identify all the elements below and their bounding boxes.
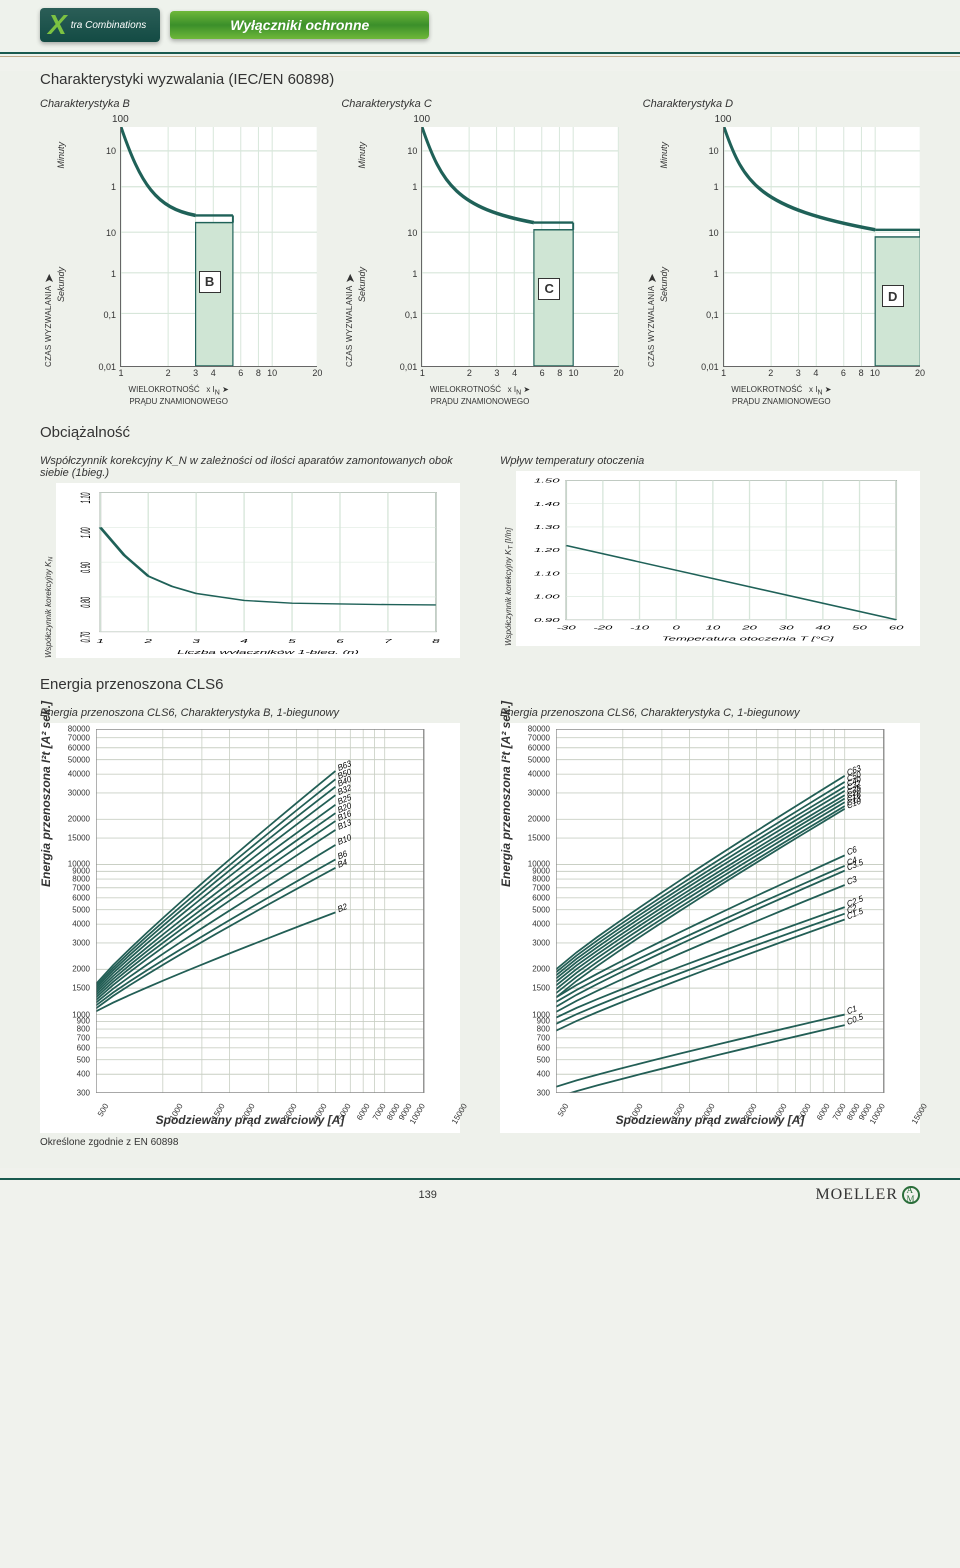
kt-chart: -30 -20 -10 0 10 20 30 40 50 60 0.90 1.00 1.10 1.20 1.… (516, 471, 920, 646)
trip-C-top100: 100 (413, 114, 618, 125)
trip-C-badge: C (538, 278, 560, 300)
trip-C-plot: C 1234681020 (421, 127, 618, 367)
svg-text:1.00: 1.00 (80, 527, 94, 538)
svg-text:0.90: 0.90 (80, 562, 94, 573)
header-ribbons: X tra Combinations Wyłączniki ochronne (40, 8, 960, 42)
kt-ytitle: Współczynnik korekcyjny KT [I/In] (504, 471, 515, 646)
svg-text:30: 30 (779, 625, 794, 631)
trip-C-xticks: 1234681020 (422, 368, 618, 380)
trip-B-xticks: 1234681020 (121, 368, 317, 380)
energy-note: Określone zgodnie z EN 60898 (40, 1137, 460, 1148)
svg-text:-10: -10 (630, 625, 650, 631)
trip-C-plot-wrap: C 1234681020 (421, 127, 618, 367)
trip-D-ylabels: 1011010,10,01 (657, 127, 717, 367)
trip-chart-C: Charakterystyka C 100 CZAS WYZWALANIA ➤ … (341, 98, 618, 406)
kt-chart-col: Wpływ temperatury otoczenia Współczynnik… (500, 455, 920, 658)
trip-B-ylabels: 1011010,10,01 (54, 127, 114, 367)
svg-text:40: 40 (816, 625, 831, 631)
trip-D-card: CZAS WYZWALANIA ➤ Minuty Sekundy 1011010… (723, 127, 920, 367)
svg-text:2: 2 (143, 639, 152, 645)
trip-section-title: Charakterystyki wyzwalania (IEC/EN 60898… (40, 71, 920, 88)
svg-text:1.10: 1.10 (80, 492, 94, 503)
svg-text:1.10: 1.10 (534, 571, 560, 577)
trip-B-plot-wrap: B 1234681020 (120, 127, 317, 367)
svg-text:60: 60 (889, 625, 904, 631)
svg-text:0.70: 0.70 (80, 632, 94, 643)
trip-C-subtitle: Charakterystyka C (341, 98, 618, 110)
trip-D-subtitle: Charakterystyka D (643, 98, 920, 110)
svg-text:10: 10 (706, 625, 721, 631)
svg-text:50: 50 (852, 625, 867, 631)
svg-text:8: 8 (432, 639, 440, 645)
trip-chart-B: Charakterystyka B 100 CZAS WYZWALANIA ➤ … (40, 98, 317, 406)
svg-text:20: 20 (741, 625, 757, 631)
trip-C-ylabels: 1011010,10,01 (355, 127, 415, 367)
trip-D-plot-wrap: D 1234681020 (723, 127, 920, 367)
energy-chart-C: Energia przenoszona I²t [A² sek.] Spodzi… (500, 723, 920, 1133)
trip-B-top100: 100 (112, 114, 317, 125)
svg-text:3: 3 (192, 639, 200, 645)
svg-text:Liczba wyłączników 1-bieg. (n): Liczba wyłączników 1-bieg. (n) (177, 650, 359, 654)
trip-D-xaxis: WIELOKROTNOŚĆ x IN ➤ PRĄDU ZNAMIONOWEGO (643, 385, 920, 406)
kt-title: Wpływ temperatury otoczenia (500, 455, 920, 467)
svg-text:0.90: 0.90 (534, 617, 560, 623)
brand-text: MOELLER (815, 1186, 898, 1204)
footer: 139 MOELLER AM (0, 1180, 960, 1210)
brand-logo-icon: AM (902, 1186, 920, 1204)
load-section-title: Obciążalność (40, 424, 920, 441)
trip-B-plot: B 1234681020 (120, 127, 317, 367)
title-ribbon: Wyłączniki ochronne (170, 11, 429, 39)
svg-text:1.40: 1.40 (534, 501, 560, 507)
kn-chart-col: Współczynnik korekcyjny K_N w zależności… (40, 455, 460, 658)
header-rule-1 (0, 52, 960, 54)
svg-text:5: 5 (288, 639, 296, 645)
xtra-text: tra Combinations (71, 20, 147, 31)
energy-ytitle-B: Energia przenoszona I²t [A² sek.] (39, 701, 53, 887)
trip-C-xaxis: WIELOKROTNOŚĆ x IN ➤ PRĄDU ZNAMIONOWEGO (341, 385, 618, 406)
trip-C-card: CZAS WYZWALANIA ➤ Minuty Sekundy 1011010… (421, 127, 618, 367)
header-rule-2 (0, 56, 960, 57)
trip-B-card: CZAS WYZWALANIA ➤ Minuty Sekundy 1011010… (120, 127, 317, 367)
xtra-x-icon: X (48, 14, 67, 36)
page-number: 139 (419, 1189, 437, 1201)
content: Charakterystyki wyzwalania (IEC/EN 60898… (0, 71, 960, 1168)
energy-chart-B: Energia przenoszona I²t [A² sek.] Spodzi… (40, 723, 460, 1133)
energy-section-title: Energia przenoszona CLS6 (40, 676, 920, 693)
energy-B-title: Energia przenoszona CLS6, Charakterystyk… (40, 707, 460, 719)
energy-ytitle-C: Energia przenoszona I²t [A² sek.] (499, 701, 513, 887)
energy-charts-row: Energia przenoszona CLS6, Charakterystyk… (40, 707, 920, 1148)
svg-text:1.30: 1.30 (534, 525, 560, 531)
trip-D-badge: D (882, 285, 904, 307)
energy-C-title: Energia przenoszona CLS6, Charakterystyk… (500, 707, 920, 719)
kn-ytitle: Współczynnik korekcyjny KN (44, 483, 55, 658)
page-header: X tra Combinations Wyłączniki ochronne (0, 0, 960, 57)
load-charts-row: Współczynnik korekcyjny K_N w zależności… (40, 455, 920, 658)
svg-text:1.20: 1.20 (534, 548, 560, 554)
kn-title: Współczynnik korekcyjny K_N w zależności… (40, 455, 460, 479)
energy-C-col: Energia przenoszona CLS6, Charakterystyk… (500, 707, 920, 1148)
trip-B-xaxis: WIELOKROTNOŚĆ x IN ➤ PRĄDU ZNAMIONOWEGO (40, 385, 317, 406)
trip-D-xticks: 1234681020 (724, 368, 920, 380)
svg-text:4: 4 (240, 639, 248, 645)
trip-D-plot: D 1234681020 (723, 127, 920, 367)
trip-B-badge: B (199, 271, 221, 293)
trip-charts-row: Charakterystyka B 100 CZAS WYZWALANIA ➤ … (40, 98, 920, 406)
svg-text:0: 0 (673, 625, 681, 631)
svg-text:-20: -20 (593, 625, 613, 631)
trip-chart-D: Charakterystyka D 100 CZAS WYZWALANIA ➤ … (643, 98, 920, 406)
svg-text:1.50: 1.50 (534, 478, 560, 484)
brand: MOELLER AM (815, 1186, 920, 1204)
svg-text:1.00: 1.00 (534, 594, 560, 600)
svg-text:1: 1 (97, 639, 104, 645)
svg-text:6: 6 (336, 639, 344, 645)
svg-text:Temperatura otoczenia T [°C]: Temperatura otoczenia T [°C] (662, 636, 834, 642)
svg-text:0.80: 0.80 (80, 597, 94, 608)
trip-D-top100: 100 (715, 114, 920, 125)
kn-chart: 1 2 3 4 5 6 7 8 0.70 0.80 0.90 1.00 1.10 Liczba wyłą… (56, 483, 460, 658)
svg-text:7: 7 (384, 639, 393, 645)
xtra-ribbon: X tra Combinations (40, 8, 160, 42)
svg-text:-30: -30 (557, 625, 577, 631)
trip-B-subtitle: Charakterystyka B (40, 98, 317, 110)
energy-B-col: Energia przenoszona CLS6, Charakterystyk… (40, 707, 460, 1148)
